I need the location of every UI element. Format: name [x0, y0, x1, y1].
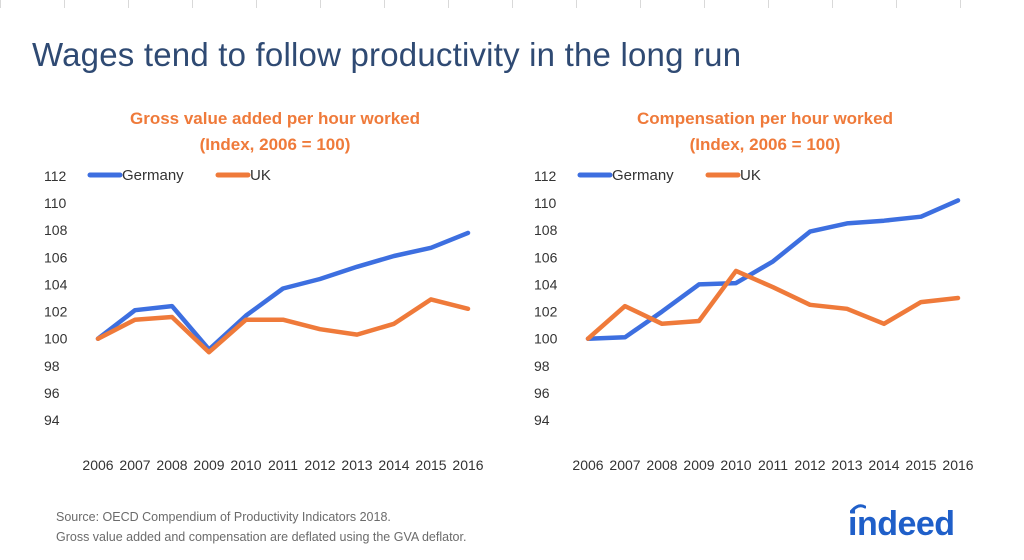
- y-tick-label: 104: [44, 276, 68, 292]
- y-tick-label: 112: [44, 168, 67, 184]
- line-chart-gva: 94 96 98 100 102 104 106 108 110 112 2006 2007 2008 2…: [44, 167, 484, 473]
- top-tick: [576, 0, 577, 8]
- top-tick: [704, 0, 705, 8]
- chart-title-line-2: (Index, 2006 = 100): [199, 135, 351, 154]
- x-tick-label: 2012: [794, 457, 825, 473]
- y-tick-label: 102: [534, 304, 558, 320]
- y-tick-label: 110: [534, 195, 557, 211]
- legend-label-uk: UK: [250, 167, 271, 184]
- y-tick-label: 94: [44, 412, 60, 428]
- top-tick: [832, 0, 833, 8]
- x-tick-label: 2006: [82, 457, 113, 473]
- chart-title: Gross value added per hour worked (Index…: [40, 106, 510, 158]
- x-tick-label: 2015: [905, 457, 936, 473]
- chart-title: Compensation per hour worked (Index, 200…: [530, 106, 1000, 158]
- y-tick-label: 98: [534, 358, 550, 374]
- chart-panel-gva: Gross value added per hour worked (Index…: [40, 96, 510, 486]
- y-tick-label: 106: [44, 249, 68, 265]
- top-tick: [0, 0, 1, 8]
- legend-label-uk: UK: [740, 167, 761, 184]
- legend-label-germany: Germany: [122, 167, 184, 184]
- logo-text: indeed: [848, 505, 955, 543]
- page-title: Wages tend to follow productivity in the…: [32, 36, 742, 73]
- top-tick: [448, 0, 449, 8]
- y-tick-label: 100: [534, 331, 558, 347]
- series-line-uk: [585, 268, 961, 341]
- logo-arc-icon: [850, 504, 866, 513]
- chart-title-line-1: Gross value added per hour worked: [129, 109, 421, 128]
- y-tick-label: 100: [44, 331, 68, 347]
- top-tick: [768, 0, 769, 8]
- x-tick-label: 2009: [193, 457, 224, 473]
- y-tick-label: 108: [44, 222, 68, 238]
- x-tick-label: 2007: [609, 457, 640, 473]
- y-tick-label: 94: [534, 412, 550, 428]
- x-tick-label: 2014: [868, 457, 899, 473]
- x-tick-label: 2013: [831, 457, 862, 473]
- top-tick: [192, 0, 193, 8]
- x-tick-label: 2011: [268, 457, 298, 473]
- x-tick-label: 2011: [758, 457, 788, 473]
- legend-label-germany: Germany: [612, 167, 674, 184]
- indeed-logo: indeed: [838, 504, 988, 545]
- top-tick: [256, 0, 257, 8]
- x-tick-label: 2010: [720, 457, 751, 473]
- y-tick-label: 96: [44, 385, 60, 401]
- x-tick-label: 2012: [304, 457, 335, 473]
- y-tick-label: 110: [44, 195, 67, 211]
- x-tick-label: 2016: [942, 457, 973, 473]
- series-line-uk: [95, 297, 471, 355]
- line-chart-compensation: 94 96 98 100 102 104 106 108 110 112 2006 2007 2008 2…: [534, 167, 974, 473]
- top-tick-rule: [0, 0, 1024, 8]
- top-tick: [512, 0, 513, 8]
- x-tick-label: 2009: [683, 457, 714, 473]
- x-tick-label: 2015: [415, 457, 446, 473]
- x-tick-label: 2014: [378, 457, 409, 473]
- y-tick-label: 104: [534, 276, 558, 292]
- x-tick-label: 2008: [646, 457, 677, 473]
- x-tick-label: 2010: [230, 457, 261, 473]
- chart-title-line-1: Compensation per hour worked: [637, 109, 893, 128]
- y-tick-label: 98: [44, 358, 60, 374]
- y-tick-label: 106: [534, 249, 558, 265]
- x-tick-label: 2007: [119, 457, 150, 473]
- top-tick: [896, 0, 897, 8]
- y-tick-label: 96: [534, 385, 550, 401]
- source-line: Gross value added and compensation are d…: [56, 530, 467, 544]
- top-tick: [384, 0, 385, 8]
- chart-panel-compensation: Compensation per hour worked (Index, 200…: [530, 96, 1000, 486]
- top-tick: [320, 0, 321, 8]
- chart-title-line-2: (Index, 2006 = 100): [689, 135, 841, 154]
- top-tick: [640, 0, 641, 8]
- x-tick-label: 2016: [452, 457, 483, 473]
- top-tick: [960, 0, 961, 8]
- x-tick-label: 2006: [572, 457, 603, 473]
- y-tick-label: 108: [534, 222, 558, 238]
- top-tick: [64, 0, 65, 8]
- x-tick-label: 2013: [341, 457, 372, 473]
- x-tick-label: 2008: [156, 457, 187, 473]
- source-line: Source: OECD Compendium of Productivity …: [56, 510, 391, 524]
- top-tick: [128, 0, 129, 8]
- y-tick-label: 112: [534, 168, 557, 184]
- series-line-germany: [95, 230, 471, 352]
- source-note: Source: OECD Compendium of Productivity …: [56, 507, 466, 547]
- series-line-germany: [585, 198, 961, 341]
- y-tick-label: 102: [44, 304, 68, 320]
